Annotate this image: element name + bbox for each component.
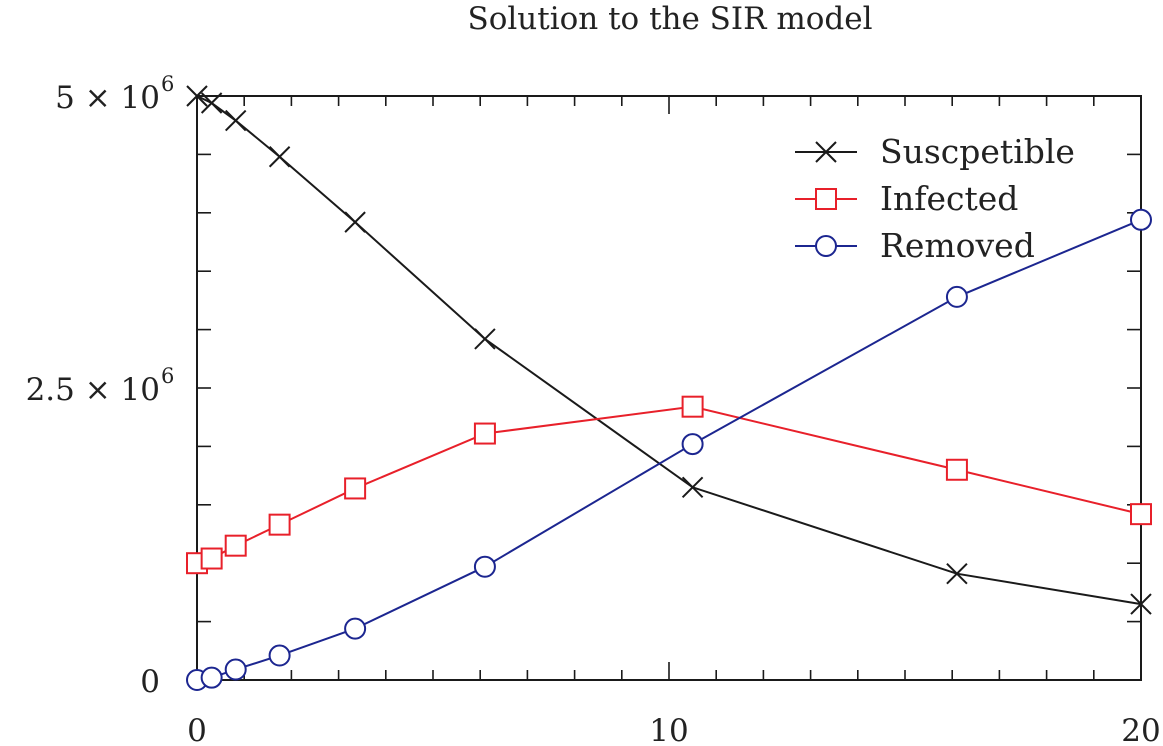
data-point-suscpetible: [946, 563, 968, 585]
data-point-suscpetible: [344, 211, 366, 233]
data-point-suscpetible: [224, 109, 247, 132]
legend-item-suscpetible: Suscpetible: [795, 132, 1075, 171]
legend-label: Suscpetible: [880, 132, 1075, 171]
y-tick-label: 2.5 × 10: [26, 372, 160, 408]
data-point-removed: [344, 617, 367, 640]
data-point-suscpetible: [200, 92, 223, 114]
series-suscpetible: [186, 85, 1152, 615]
legend-marker-suscpetible: [815, 141, 837, 163]
series-layer: [186, 85, 1152, 691]
data-point-suscpetible: [474, 328, 496, 350]
data-point-infected: [224, 534, 247, 557]
data-point-removed: [224, 658, 247, 681]
data-point-removed: [945, 285, 968, 308]
data-point-suscpetible: [1130, 593, 1152, 615]
data-point-infected: [344, 477, 367, 500]
data-point-infected: [200, 547, 223, 570]
data-point-removed: [473, 555, 496, 578]
legend-label: Removed: [880, 226, 1035, 265]
data-point-removed: [268, 644, 291, 667]
y-tick-exponent: 6: [161, 364, 174, 388]
data-point-infected: [473, 422, 496, 445]
data-point-suscpetible: [268, 146, 291, 168]
legend-marker-infected: [815, 188, 837, 210]
data-point-removed: [1130, 208, 1152, 231]
data-point-infected: [945, 458, 968, 481]
data-point-infected: [681, 395, 704, 418]
legend-item-removed: Removed: [795, 226, 1035, 265]
y-tick-label: 5 × 10: [55, 80, 160, 116]
series-infected: [186, 395, 1152, 575]
data-point-infected: [268, 513, 291, 536]
data-point-removed: [200, 666, 223, 689]
series-line-removed: [196, 218, 1142, 681]
data-point-suscpetible: [681, 476, 704, 498]
x-tick-label: 20: [1121, 713, 1160, 746]
data-point-removed: [681, 433, 704, 456]
series-line-infected: [196, 405, 1142, 565]
x-tick-label: 0: [187, 713, 207, 746]
legend-marker-removed: [815, 235, 837, 257]
chart-title: Solution to the SIR model: [467, 1, 872, 37]
x-tick-label: 10: [649, 713, 688, 746]
legend-label: Infected: [880, 179, 1018, 218]
y-tick-exponent: 6: [161, 72, 174, 96]
data-point-suscpetible: [186, 85, 208, 107]
series-line-suscpetible: [196, 95, 1142, 606]
data-point-infected: [1130, 503, 1152, 526]
y-tick-label: 0: [140, 664, 160, 700]
legend-item-infected: Infected: [795, 179, 1018, 218]
series-removed: [186, 208, 1152, 691]
legend: Suscpetible Infected Removed: [795, 132, 1075, 265]
